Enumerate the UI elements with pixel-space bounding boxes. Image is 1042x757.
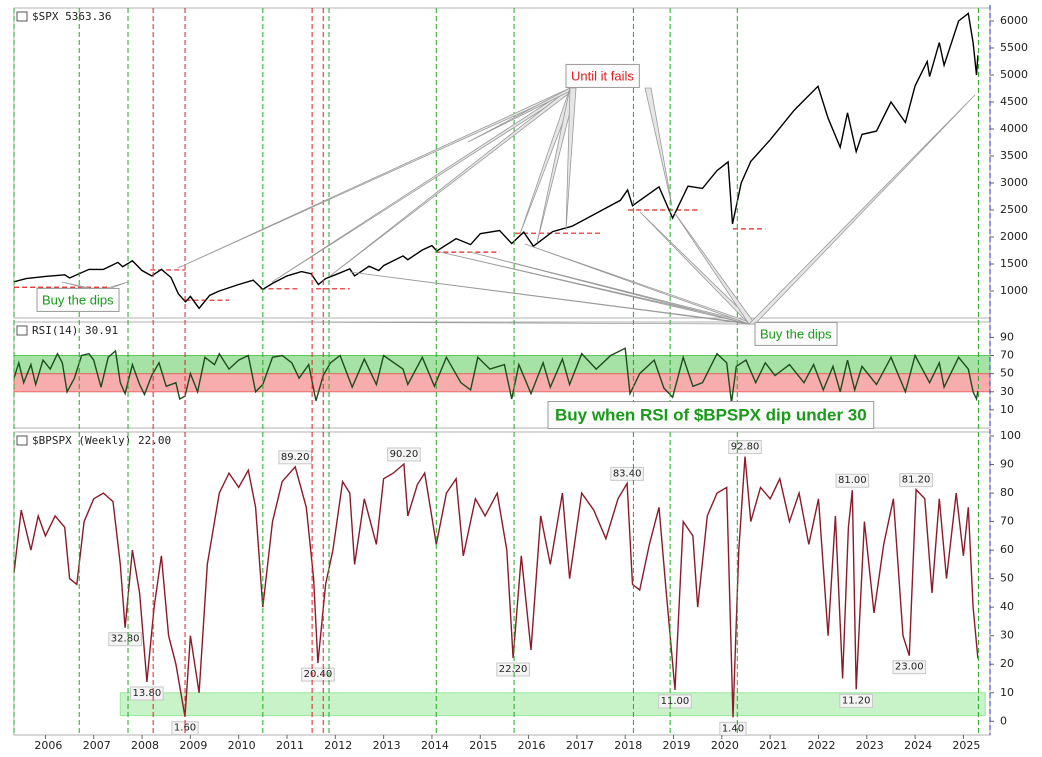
x-tick-label: 2008 [131, 739, 159, 752]
panel-icon [16, 435, 28, 446]
x-tick-label: 2014 [421, 739, 449, 752]
value-label: 90.20 [390, 449, 419, 460]
x-tick-label: 2021 [759, 739, 787, 752]
value-label: 81.20 [902, 475, 931, 486]
y-tick-label: 50 [1000, 367, 1014, 380]
callout-box [754, 321, 838, 346]
value-label: 11.00 [661, 696, 690, 707]
panel-icon [16, 325, 28, 336]
y-tick-label: 80 [1000, 486, 1014, 499]
callout-text: Buy the dips [42, 292, 114, 307]
value-label: 20.40 [304, 669, 333, 680]
x-tick-label: 2018 [614, 739, 642, 752]
value-label-box [108, 632, 142, 647]
value-label-box [387, 447, 421, 462]
y-tick-label: 4000 [1000, 122, 1028, 135]
value-label: 1.40 [722, 723, 744, 734]
y-tick-label: 70 [1000, 515, 1014, 528]
x-tick-label: 2020 [711, 739, 739, 752]
value-label-box [839, 693, 873, 708]
value-label-box [301, 667, 335, 682]
y-tick-label: 10 [1000, 403, 1014, 416]
y-tick-label: 60 [1000, 543, 1014, 556]
panel-title: RSI(14) 30.91 [32, 324, 118, 337]
value-label: 23.00 [895, 662, 924, 673]
x-tick-label: 2007 [83, 739, 111, 752]
value-label-box [610, 466, 644, 481]
y-tick-label: 1000 [1000, 284, 1028, 297]
panel-title: $SPX 5363.36 [32, 10, 111, 23]
y-tick-label: 5000 [1000, 68, 1028, 81]
callout-text: Buy when RSI of $BPSPX dip under 30 [555, 405, 867, 424]
x-tick-label: 2013 [373, 739, 401, 752]
value-label: 13.80 [133, 688, 162, 699]
y-tick-label: 70 [1000, 349, 1014, 362]
value-label: 92.80 [731, 442, 760, 453]
value-label: 83.40 [613, 468, 642, 479]
value-label-box [496, 662, 530, 677]
series-line [13, 456, 979, 718]
x-tick-label: 2019 [663, 739, 691, 752]
value-label-box [130, 686, 164, 701]
x-tick-label: 2012 [324, 739, 352, 752]
y-tick-label: 3000 [1000, 176, 1028, 189]
value-label-box [278, 450, 313, 465]
y-tick-label: 90 [1000, 330, 1014, 343]
x-tick-label: 2016 [518, 739, 546, 752]
callout-pointer [644, 87, 673, 207]
panel-icon [16, 11, 28, 22]
y-tick-label: 100 [1000, 429, 1021, 442]
value-label: 11.20 [842, 695, 871, 706]
y-tick-label: 2000 [1000, 230, 1028, 243]
value-label: 81.00 [838, 475, 867, 486]
y-tick-label: 40 [1000, 600, 1014, 613]
x-tick-label: 2023 [856, 739, 884, 752]
y-tick-label: 5500 [1000, 41, 1028, 54]
callout-pointer [748, 94, 976, 325]
value-label: 89.20 [281, 452, 310, 463]
y-tick-label: 10 [1000, 686, 1014, 699]
callout-box [565, 63, 640, 88]
callout-text: Until it fails [571, 68, 634, 83]
y-tick-label: 4500 [1000, 95, 1028, 108]
value-label-box [658, 694, 692, 709]
y-tick-label: 20 [1000, 657, 1014, 670]
x-tick-label: 2025 [952, 739, 980, 752]
callout-box [547, 400, 875, 429]
y-tick-label: 2500 [1000, 203, 1028, 216]
y-tick-label: 0 [1000, 714, 1007, 727]
value-label-box [719, 721, 747, 736]
x-tick-label: 2006 [34, 739, 62, 752]
band [13, 355, 991, 375]
y-tick-label: 30 [1000, 629, 1014, 642]
band [119, 692, 986, 717]
x-tick-label: 2011 [276, 739, 304, 752]
value-label-box [899, 473, 933, 488]
x-tick-label: 2024 [904, 739, 932, 752]
callout-box [36, 287, 120, 312]
y-tick-label: 90 [1000, 458, 1014, 471]
value-label: 22.20 [499, 664, 528, 675]
x-tick-label: 2015 [469, 739, 497, 752]
callout-pointer [565, 87, 577, 231]
panel-title: $BPSPX (Weekly) 22.00 [32, 434, 171, 447]
y-tick-label: 30 [1000, 385, 1014, 398]
series-line [13, 347, 979, 403]
x-tick-label: 2010 [228, 739, 256, 752]
value-label-box [835, 473, 870, 488]
x-tick-label: 2022 [807, 739, 835, 752]
y-tick-label: 6000 [1000, 14, 1028, 27]
x-tick-label: 2017 [566, 739, 594, 752]
series-line [13, 12, 979, 310]
value-label-box [892, 660, 927, 675]
y-tick-label: 50 [1000, 572, 1014, 585]
callout-text: Buy the dips [760, 326, 832, 341]
x-tick-label: 2009 [179, 739, 207, 752]
y-tick-label: 3500 [1000, 149, 1028, 162]
y-tick-label: 1500 [1000, 257, 1028, 270]
value-label: 32.80 [111, 634, 140, 645]
